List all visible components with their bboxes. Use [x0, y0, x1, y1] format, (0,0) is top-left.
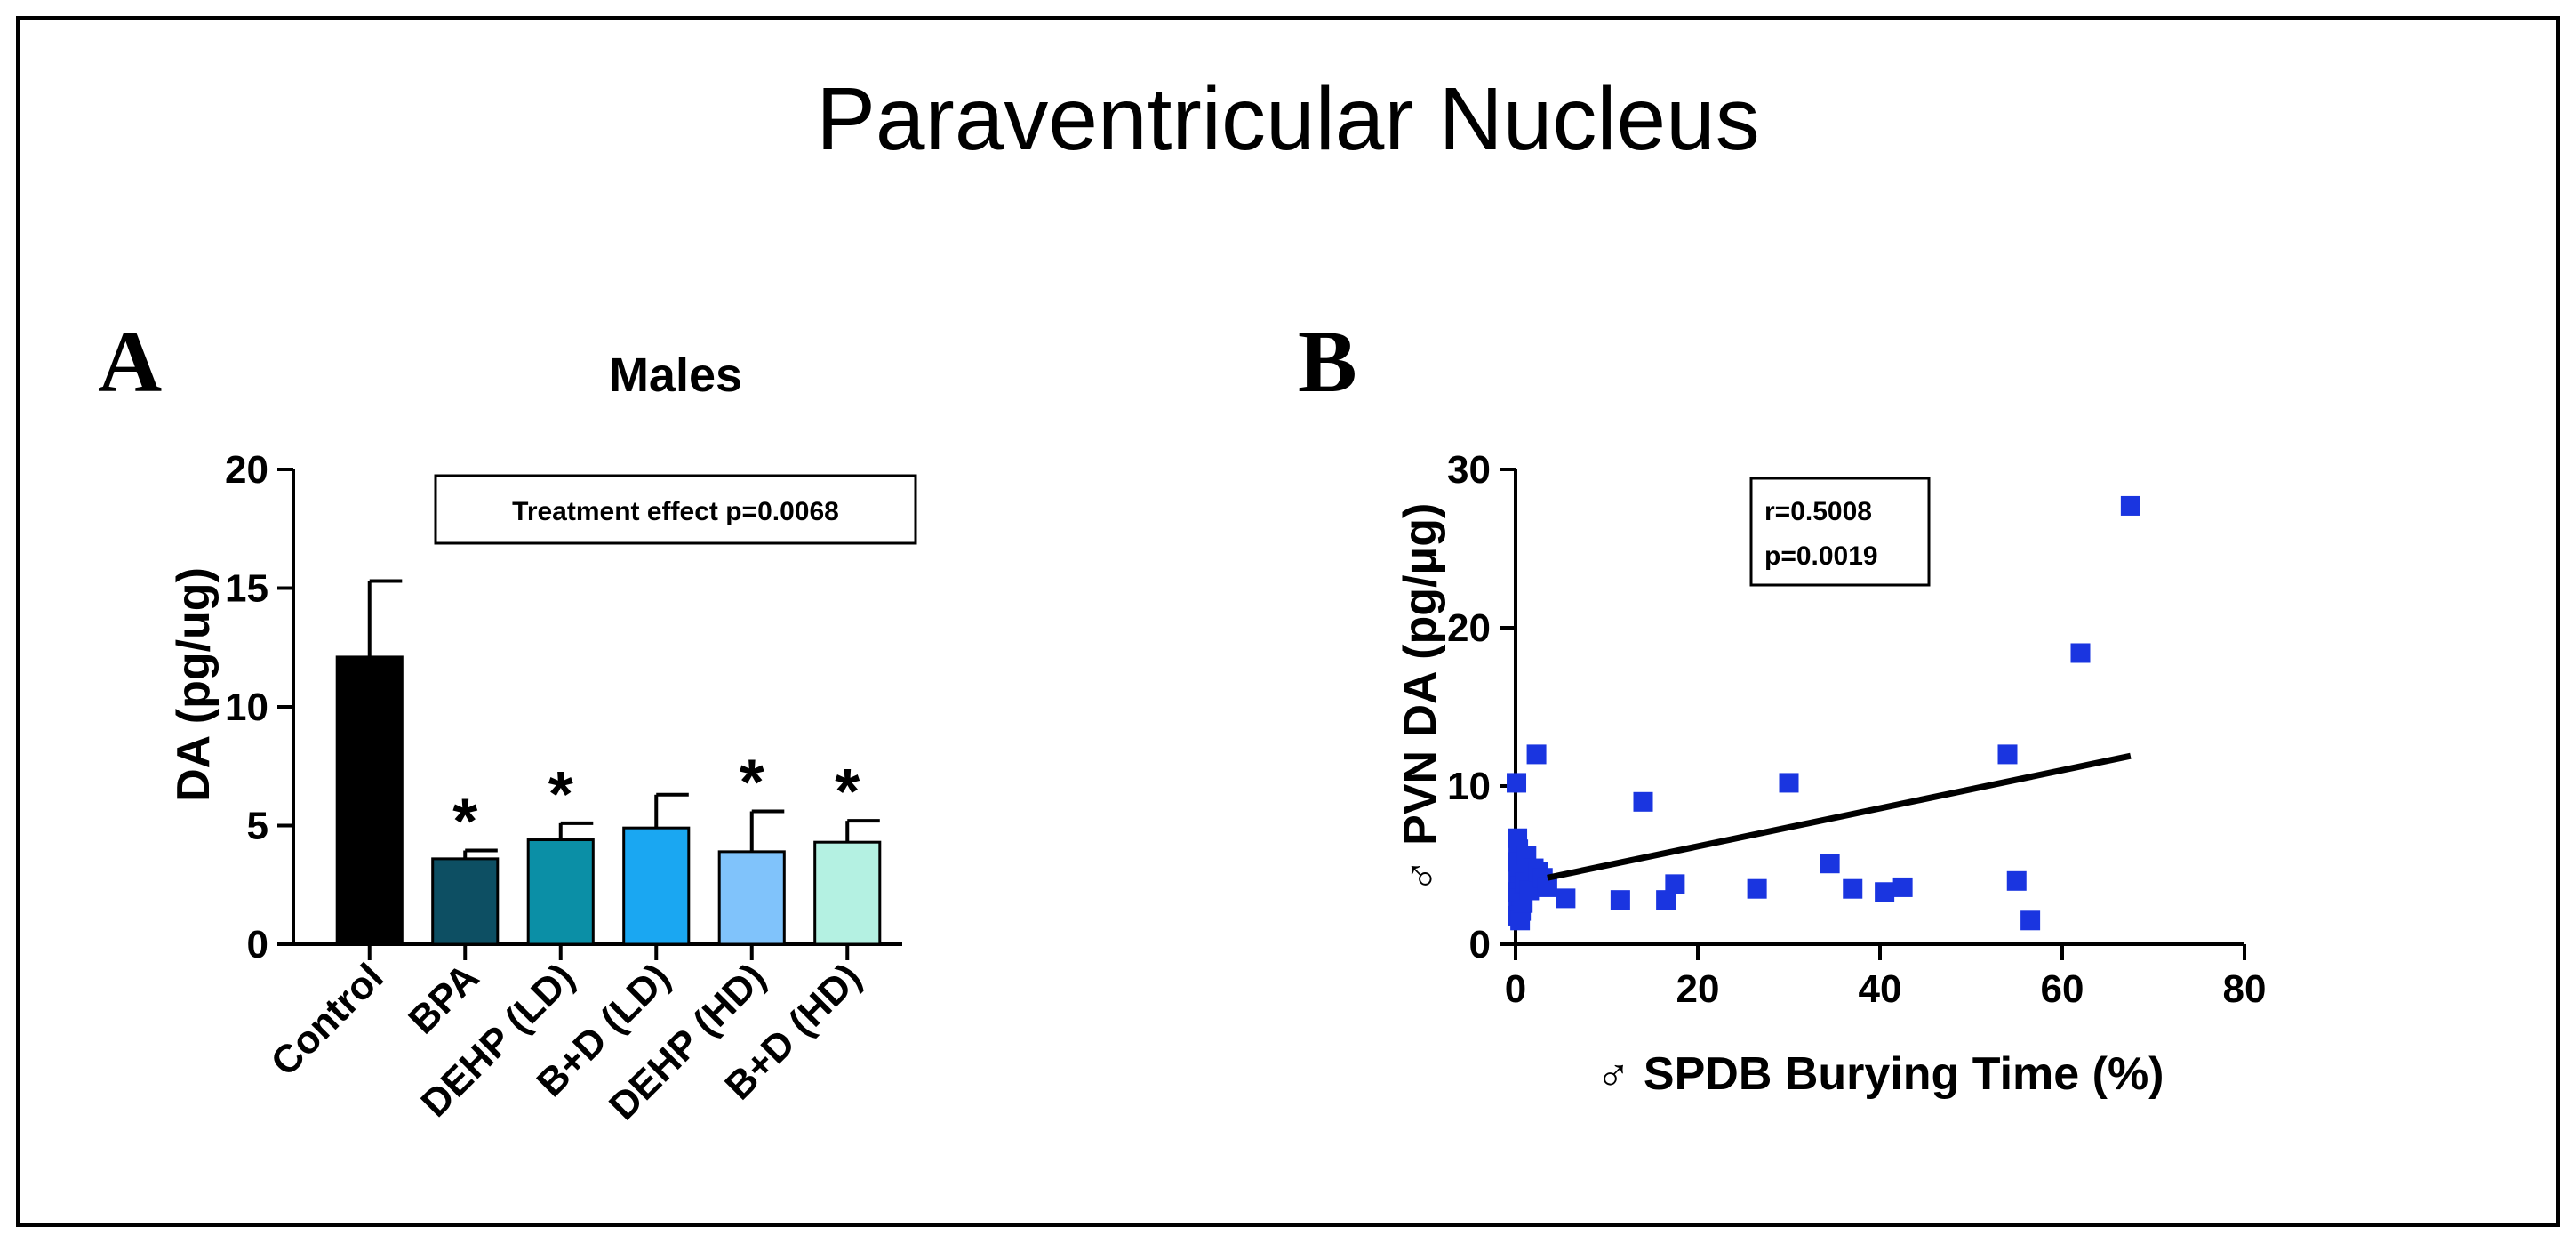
- panel-a-annotation-text: Treatment effect p=0.0068: [512, 497, 839, 526]
- scatter-point: [1507, 773, 1527, 793]
- panel-a-bar-chart: A Males DA (pg/ug) Treatment effect p=0.…: [98, 312, 917, 1128]
- bar-dehp-ld-: [526, 838, 595, 946]
- panel-b-ytick-label: 0: [1469, 923, 1491, 966]
- panel-b-annotation-r: r=0.5008: [1764, 497, 1872, 526]
- panel-b-ytick-label: 20: [1447, 606, 1491, 650]
- scatter-point: [2120, 495, 2140, 516]
- scatter-point: [1665, 874, 1685, 894]
- significance-star: *: [548, 759, 573, 830]
- figure-title: Paraventricular Nucleus: [816, 69, 1760, 169]
- scatter-point: [1610, 890, 1630, 910]
- panel-a-xtick-label: Control: [263, 955, 392, 1084]
- panel-b-xtick-label: 80: [2223, 967, 2267, 1011]
- panel-a-xtick-label: BPA: [400, 955, 487, 1042]
- scatter-point: [2006, 870, 2027, 891]
- panel-b-xtick-label: 0: [1505, 967, 1526, 1011]
- panel-a-annotation-box: Treatment effect p=0.0068: [434, 474, 917, 545]
- scatter-point: [1526, 744, 1547, 765]
- scatter-point: [1510, 910, 1531, 931]
- scatter-point: [1633, 791, 1653, 812]
- panel-b-letter: B: [1298, 312, 1357, 411]
- panel-a-letter: A: [98, 312, 162, 411]
- bar-b-d-hd-: [813, 840, 882, 946]
- bar-b-d-ld-: [622, 826, 691, 946]
- panel-b-xtick-label: 60: [2041, 967, 2084, 1011]
- panel-a-ylabel: DA (pg/ug): [168, 567, 220, 802]
- panel-b-annotation-box: r=0.5008 p=0.0019: [1749, 477, 1931, 587]
- panel-a-ytick-label: 15: [225, 567, 268, 611]
- panel-b-xtick-label: 20: [1676, 967, 1720, 1011]
- panel-a-ytick-label: 20: [225, 448, 268, 492]
- bar-control: [335, 655, 404, 946]
- scatter-point: [1997, 744, 2018, 765]
- panel-b-scatter-chart: B ♂ PVN DA (pg/μg) ♂ SPDB Burying Time (…: [1298, 312, 2266, 1100]
- panel-a-bars: * * * *: [335, 579, 882, 946]
- panel-b-annotation-p: p=0.0019: [1764, 541, 1878, 571]
- scatter-point: [2070, 643, 2091, 663]
- scatter-point: [1875, 882, 1895, 902]
- scatter-point: [1556, 888, 1576, 909]
- panel-a-ytick-label: 10: [225, 686, 268, 729]
- panel-a-ytick-label: 0: [247, 923, 268, 966]
- panel-b-ylabel: ♂ PVN DA (pg/μg): [1395, 503, 1446, 894]
- panel-b-points: [1507, 495, 2140, 931]
- panel-b-xtick-label: 40: [1859, 967, 1902, 1011]
- panel-a-title: Males: [609, 349, 742, 402]
- panel-b-xlabel: ♂ SPDB Burying Time (%): [1596, 1048, 2164, 1100]
- regression-line: [1547, 752, 2132, 881]
- bar-bpa: [431, 857, 500, 946]
- scatter-point: [1820, 854, 1840, 874]
- bar-dehp-hd-: [717, 850, 786, 946]
- scatter-point: [2020, 910, 2041, 931]
- panel-b-ytick-label: 10: [1447, 765, 1491, 808]
- scatter-point: [1656, 890, 1676, 910]
- panel-a-ytick-label: 5: [247, 805, 268, 848]
- scatter-point: [1747, 878, 1767, 899]
- significance-star: *: [452, 787, 477, 858]
- significance-star: *: [835, 757, 860, 828]
- figure-border: [16, 16, 2560, 1227]
- scatter-point: [1537, 877, 1557, 897]
- scatter-point: [1843, 878, 1863, 899]
- panel-b-ytick-label: 30: [1447, 448, 1491, 492]
- scatter-point: [1779, 773, 1799, 793]
- significance-star: *: [740, 747, 764, 818]
- panel-b-axes: 0 10 20 30 0 20 40 60 80: [1447, 448, 2266, 1011]
- scatter-point: [1892, 877, 1913, 897]
